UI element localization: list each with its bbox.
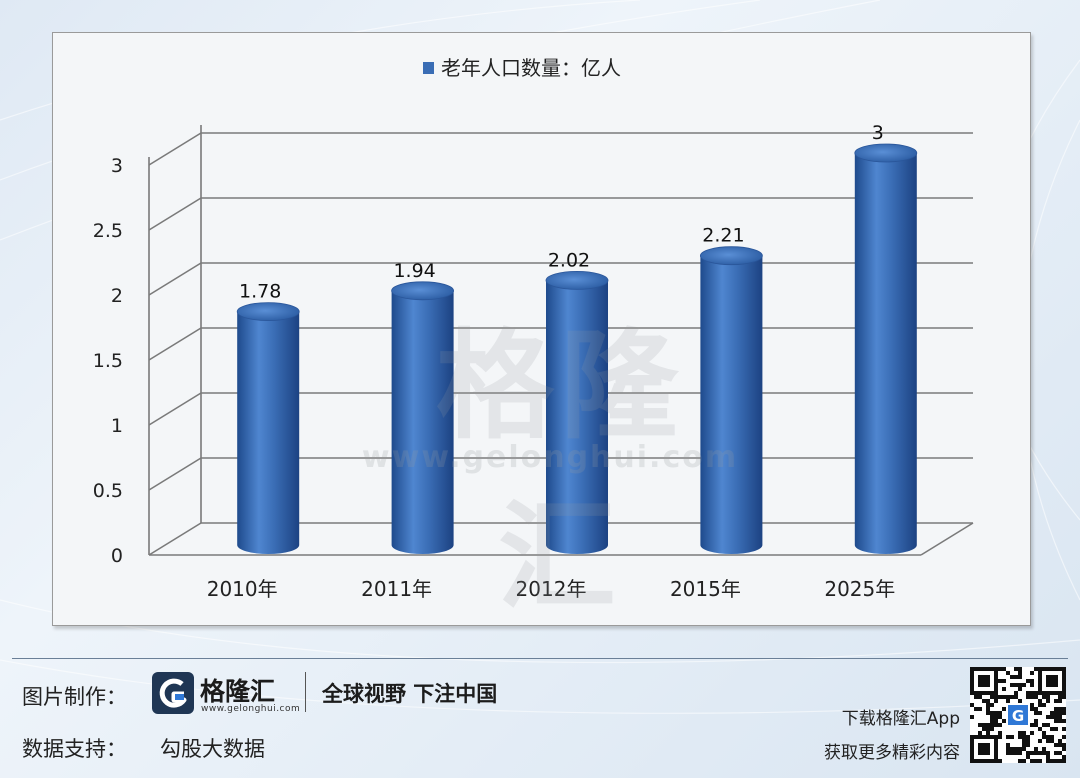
bar-body xyxy=(391,290,454,554)
bar-top xyxy=(700,246,763,266)
footer-divider xyxy=(12,658,1068,659)
gridline-side-4 xyxy=(148,262,202,296)
floor-right-edge xyxy=(920,522,974,556)
data-label: 1.94 xyxy=(393,260,435,282)
x-tick-label: 2011年 xyxy=(361,577,432,601)
bar-top xyxy=(854,143,918,163)
app-download-text: 下载格隆汇App xyxy=(841,709,960,729)
gridline-side-2 xyxy=(148,392,202,426)
bar-body xyxy=(700,255,763,554)
bar-chart: 0 0.5 1 1.5 2 2.5 3 老年人口数量：亿人 1.78 2010年 1.94 2011年… xyxy=(93,56,974,601)
data-label: 2.02 xyxy=(548,249,590,271)
y-tick-label: 1 xyxy=(111,415,123,437)
bar-3 xyxy=(700,246,763,554)
legend-swatch xyxy=(423,62,434,74)
data-source: 勾股大数据 xyxy=(160,737,265,761)
y-tick-label: 2.5 xyxy=(93,220,123,242)
y-tick-label: 1.5 xyxy=(93,350,123,372)
y-tick-label: 0 xyxy=(111,545,123,567)
bar-top xyxy=(391,281,455,301)
brand-name: 格隆汇 xyxy=(200,677,276,706)
svg-text:G: G xyxy=(1012,707,1024,725)
y-tick-label: 0.5 xyxy=(93,480,123,502)
app-promo-text: 获取更多精彩内容 xyxy=(824,743,960,763)
bar-1 xyxy=(391,281,455,554)
y-tick-label: 2 xyxy=(111,285,123,307)
gridline-side-1 xyxy=(148,457,202,491)
x-tick-label: 2012年 xyxy=(516,577,587,601)
gridline-side-0 xyxy=(148,522,202,556)
gelonghui-logo-icon xyxy=(152,672,194,714)
bar-body xyxy=(854,153,917,554)
gridline-side-3 xyxy=(148,327,202,361)
slogan: 全球视野 下注中国 xyxy=(322,682,498,706)
bar-body xyxy=(546,280,608,554)
bar-top xyxy=(545,270,609,290)
bar-body xyxy=(237,311,300,554)
footer-separator xyxy=(305,672,306,712)
x-tick-label: 2015年 xyxy=(670,577,741,601)
legend-label: 老年人口数量：亿人 xyxy=(441,56,621,80)
data-label: 3 xyxy=(872,122,884,144)
bar-2 xyxy=(545,270,609,554)
data-label: 1.78 xyxy=(239,281,281,303)
qr-code-icon: G xyxy=(970,667,1066,763)
bar-0 xyxy=(236,302,300,554)
chart-panel: 0 0.5 1 1.5 2 2.5 3 老年人口数量：亿人 1.78 2010年 1.94 2011年… xyxy=(52,32,1031,626)
y-tick-label: 3 xyxy=(111,155,123,177)
gridline-side-6 xyxy=(148,132,202,166)
gridline-side-5 xyxy=(148,197,202,231)
brand-url: www.gelonghui.com xyxy=(201,704,301,714)
data-source-label: 数据支持： xyxy=(22,737,127,761)
bar-top xyxy=(236,302,300,322)
x-tick-label: 2025年 xyxy=(824,577,895,601)
x-tick-label: 2010年 xyxy=(207,577,278,601)
bar-4 xyxy=(854,143,918,554)
data-label: 2.21 xyxy=(702,225,744,247)
credit-label: 图片制作： xyxy=(22,685,127,709)
